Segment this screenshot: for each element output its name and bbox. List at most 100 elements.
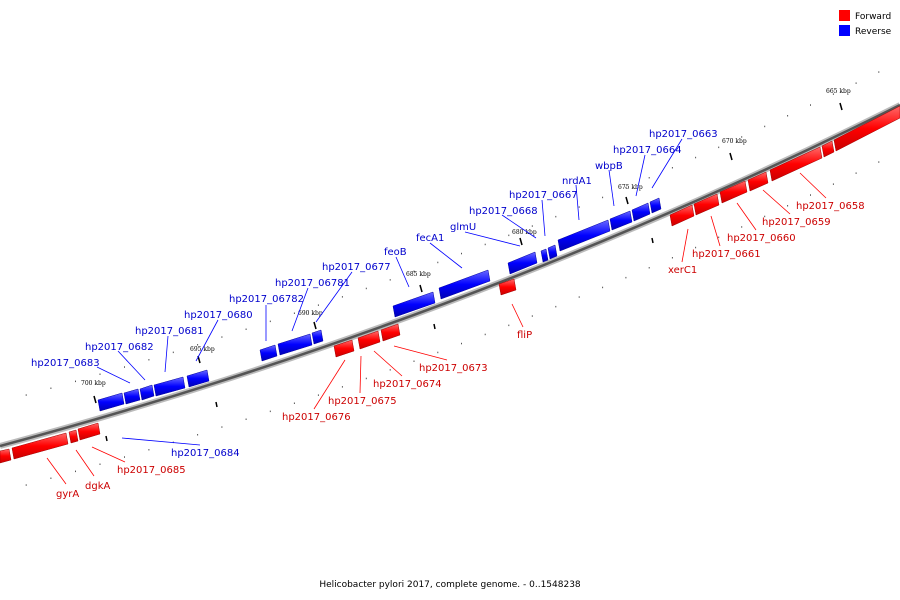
gene-block[interactable] [540,248,549,263]
gene-block[interactable] [333,339,355,358]
gene-block[interactable] [97,392,125,412]
gene-block[interactable] [669,204,695,227]
gene-block[interactable] [693,193,720,216]
gene-block[interactable] [380,323,401,342]
gene-label[interactable]: hp2017_0684 [171,448,240,459]
gene-block[interactable] [747,171,769,192]
guide-dot [269,410,271,413]
gene-block[interactable] [833,105,900,152]
gene-label[interactable]: hp2017_0674 [373,379,442,390]
leader-line [464,231,521,247]
gene-block[interactable] [68,429,79,444]
gene-block[interactable] [609,210,633,231]
leader-line [195,319,219,362]
gene-label[interactable]: glmU [450,222,476,233]
gene-block[interactable] [769,146,823,182]
guide-dot [718,146,720,149]
guide-dot [764,215,766,218]
scale-label: 680 kbp [512,229,537,236]
scale-label: 665 kbp [826,88,851,95]
leader-line [736,202,757,231]
gene-block[interactable] [392,291,436,318]
guide-dot [461,342,462,345]
gene-label[interactable]: hp2017_0664 [613,145,682,156]
gene-label[interactable]: hp2017_06782 [229,294,304,305]
guide-dot [148,359,150,361]
gene-label[interactable]: dgkA [85,481,110,492]
gene-block[interactable] [139,384,155,401]
gene-block[interactable] [277,333,313,356]
gene-label[interactable]: fecA1 [416,233,444,244]
gene-block[interactable] [557,219,611,252]
guide-dot [508,324,510,327]
gene-label[interactable]: hp2017_0658 [796,201,865,212]
legend-label-forward: Forward [855,12,891,22]
gene-label[interactable]: gyrA [56,489,79,500]
gene-block[interactable] [77,422,101,441]
leader-line [710,215,721,247]
gene-label[interactable]: hp2017_0682 [85,342,154,353]
gene-label[interactable]: hp2017_0673 [419,363,488,374]
guide-dot [625,186,627,189]
leader-line [575,184,580,221]
gene-label[interactable]: nrdA1 [562,176,592,187]
guide-dot [341,386,343,388]
gene-block[interactable] [11,432,69,460]
gene-label[interactable]: hp2017_0681 [135,326,204,337]
guide-dot [787,205,789,207]
gene-block[interactable] [438,269,491,300]
gene-label[interactable]: hp2017_0663 [649,129,718,140]
scale-tick [93,395,97,404]
leader-line [541,199,546,237]
gene-label[interactable]: hp2017_0675 [328,396,397,407]
gene-block[interactable] [719,180,748,204]
gene-block[interactable] [123,388,141,405]
forward-leader-lines [46,172,827,485]
gene-block[interactable] [0,448,12,464]
guide-dot [99,373,101,375]
guide-dot [648,267,650,269]
gene-label[interactable]: hp2017_0676 [282,412,351,423]
gene-label[interactable]: hp2017_0685 [117,465,186,476]
leader-line [117,350,146,381]
guide-dot [245,418,247,420]
guide-dot [602,286,604,289]
gene-label[interactable]: hp2017_0668 [469,206,538,217]
leader-line [359,355,362,394]
reverse-gene-labels: hp2017_0683 hp2017_0682 hp2017_0681 hp20… [31,129,718,459]
gene-label[interactable]: hp2017_0683 [31,358,100,369]
gene-block[interactable] [547,244,558,260]
guide-dot [172,351,174,354]
guide-dot [317,394,319,396]
guide-dot [671,167,673,169]
gene-block[interactable] [821,140,835,158]
gene-label[interactable]: hp2017_0680 [184,310,253,321]
leader-line [91,446,126,463]
gene-label[interactable]: hp2017_06781 [275,278,350,289]
gene-block[interactable] [649,197,662,214]
gene-label[interactable]: hp2017_0659 [762,217,831,228]
gene-block[interactable] [357,330,381,350]
leader-line [121,437,201,446]
gene-label[interactable]: hp2017_0677 [322,262,391,273]
gene-block[interactable] [311,329,324,345]
gene-label[interactable]: hp2017_0661 [692,249,761,260]
gene-block[interactable] [186,369,210,388]
gene-block[interactable] [498,278,517,296]
gene-label[interactable]: xerC1 [668,265,697,276]
leader-line [393,345,448,361]
gene-label[interactable]: hp2017_0667 [509,190,578,201]
gene-label[interactable]: feoB [384,247,407,258]
gene-block[interactable] [259,344,278,362]
figure-caption: Helicobacter pylori 2017, complete genom… [319,580,581,590]
gene-label[interactable]: fliP [517,330,532,341]
gene-label[interactable]: hp2017_0660 [727,233,796,244]
gene-block[interactable] [153,376,186,397]
gene-label[interactable]: wbpB [595,161,623,172]
leader-line [681,228,689,263]
guide-dot [695,246,697,249]
forward-gene-labels: gyrA dgkA hp2017_0685 hp2017_0676 hp2017… [56,201,865,500]
gene-block[interactable] [631,202,651,222]
guide-dot [413,270,415,272]
gene-block[interactable] [507,251,538,275]
